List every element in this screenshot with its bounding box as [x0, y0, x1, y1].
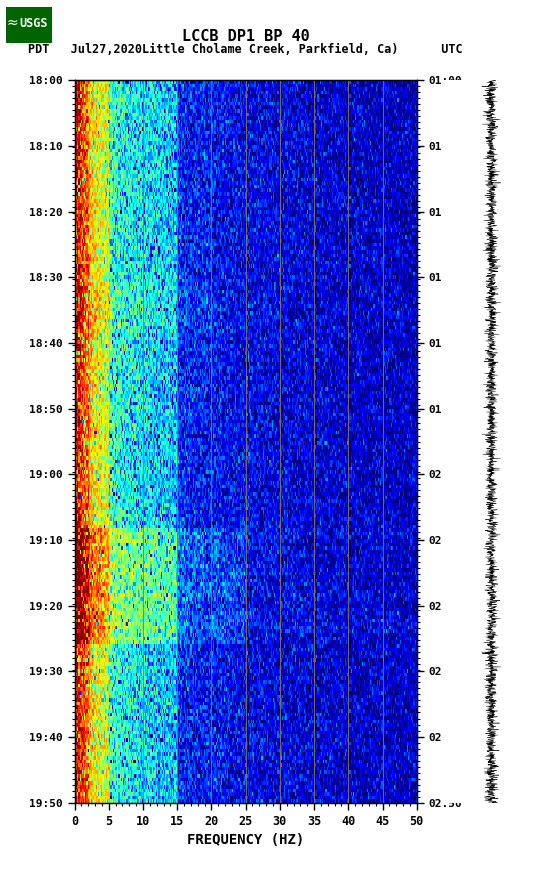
Text: ≈: ≈ — [7, 16, 18, 30]
X-axis label: FREQUENCY (HZ): FREQUENCY (HZ) — [187, 833, 304, 847]
FancyBboxPatch shape — [6, 7, 52, 43]
Text: LCCB DP1 BP 40: LCCB DP1 BP 40 — [182, 29, 310, 44]
Text: USGS: USGS — [19, 17, 48, 29]
Text: PDT   Jul27,2020Little Cholame Creek, Parkfield, Ca)      UTC: PDT Jul27,2020Little Cholame Creek, Park… — [28, 43, 463, 56]
